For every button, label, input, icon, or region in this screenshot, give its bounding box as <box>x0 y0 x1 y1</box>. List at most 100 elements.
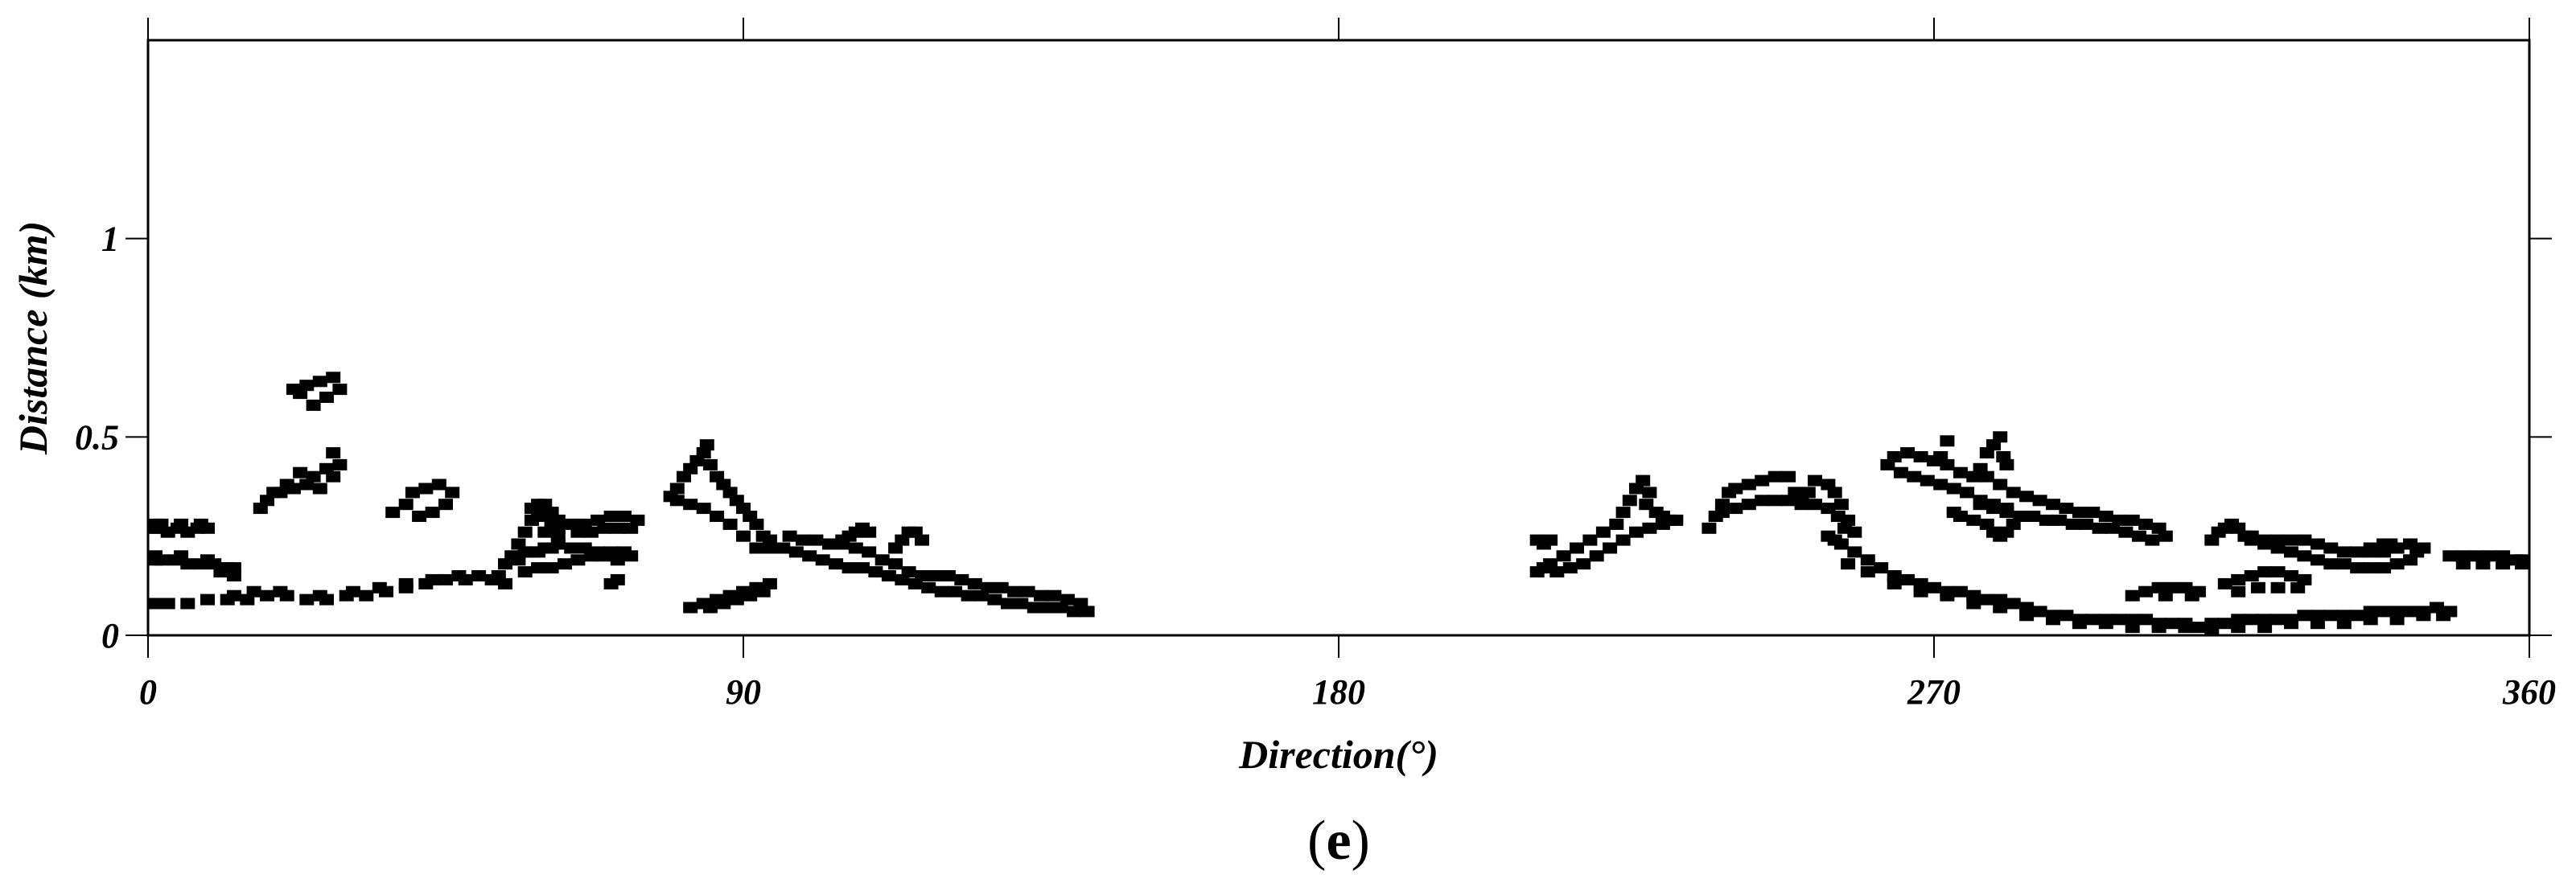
data-point <box>1073 598 1088 610</box>
axes <box>146 39 2531 637</box>
data-point <box>610 573 625 585</box>
data-point <box>2217 618 2232 630</box>
data-point <box>544 562 559 574</box>
data-point <box>1847 546 1862 558</box>
data-point <box>2310 554 2325 566</box>
data-point <box>702 602 718 614</box>
data-point <box>2006 598 2021 610</box>
data-point <box>498 577 512 589</box>
data-point <box>2310 618 2325 630</box>
panel-label-letter: e <box>1326 810 1351 872</box>
data-point <box>345 585 360 598</box>
data-point <box>1603 542 1618 554</box>
data-point <box>299 593 315 606</box>
data-point <box>888 558 903 570</box>
data-point <box>2059 610 2074 622</box>
data-point <box>2416 610 2431 622</box>
data-point <box>312 376 327 388</box>
data-point <box>2270 566 2286 578</box>
data-point <box>1927 581 1941 593</box>
data-point <box>2231 585 2246 598</box>
data-point <box>1841 558 1856 570</box>
data-point <box>1047 589 1062 602</box>
data-point <box>901 566 916 578</box>
y-axis-title: Distance (km) <box>10 221 56 455</box>
data-point <box>517 526 533 538</box>
data-point <box>193 518 208 530</box>
data-point <box>174 550 189 562</box>
data-point <box>2350 562 2365 574</box>
panel-label-open: ( <box>1307 810 1326 872</box>
data-point <box>597 550 612 562</box>
data-point <box>2389 558 2405 570</box>
data-point <box>776 542 791 554</box>
data-point <box>987 593 1002 606</box>
data-point <box>1940 589 1955 602</box>
data-point <box>862 526 877 538</box>
data-point <box>802 550 817 562</box>
data-point <box>425 507 440 519</box>
data-point <box>603 511 619 522</box>
data-point <box>326 372 341 384</box>
data-point <box>1000 598 1015 610</box>
data-point <box>1755 474 1770 487</box>
data-point <box>2403 606 2418 618</box>
data-point <box>2231 622 2246 634</box>
data-point <box>1946 483 1961 495</box>
data-point <box>1767 470 1783 483</box>
data-point <box>2012 511 2027 522</box>
data-point <box>1966 598 1981 610</box>
data-point <box>2383 538 2398 550</box>
data-point <box>1702 522 1717 534</box>
data-point <box>623 550 639 562</box>
data-point <box>2297 534 2312 546</box>
data-point <box>2376 562 2392 574</box>
data-point <box>981 581 996 593</box>
data-point <box>2138 614 2154 626</box>
data-point <box>2297 550 2312 562</box>
data-point <box>699 439 714 451</box>
data-point <box>809 534 824 546</box>
x-tick-label: 360 <box>2502 672 2556 712</box>
data-point <box>2184 589 2199 602</box>
data-point <box>1020 585 1035 598</box>
data-point <box>2085 507 2101 519</box>
data-point <box>702 458 718 470</box>
data-point <box>451 570 467 581</box>
data-point <box>1543 534 1558 546</box>
data-point <box>438 573 453 585</box>
data-point <box>940 570 956 581</box>
data-point <box>2323 610 2339 622</box>
data-point <box>279 478 294 491</box>
data-point <box>425 573 440 585</box>
data-point <box>550 522 566 534</box>
data-point <box>174 518 189 530</box>
data-point <box>683 602 698 614</box>
data-point <box>2363 542 2378 554</box>
data-point <box>531 562 546 574</box>
data-point <box>736 530 751 542</box>
data-point <box>293 388 308 400</box>
data-point <box>1874 562 1889 574</box>
data-point <box>710 511 725 522</box>
data-point <box>2363 562 2378 574</box>
data-point <box>2270 581 2286 593</box>
data-point <box>749 518 764 530</box>
data-point <box>2475 558 2491 570</box>
data-point <box>743 589 758 602</box>
data-point <box>2231 573 2246 585</box>
y-tick-label: 0.5 <box>75 417 119 457</box>
data-point <box>312 589 327 602</box>
data-point <box>2455 558 2471 570</box>
data-point <box>148 518 163 530</box>
data-point <box>398 577 414 589</box>
data-point <box>319 392 334 403</box>
data-point <box>431 478 446 491</box>
data-point <box>385 507 401 519</box>
data-point <box>868 566 883 578</box>
data-point <box>1741 478 1756 491</box>
data-point <box>2250 581 2265 593</box>
data-point <box>2244 614 2259 626</box>
data-point <box>1833 499 1849 511</box>
data-point <box>796 534 810 546</box>
